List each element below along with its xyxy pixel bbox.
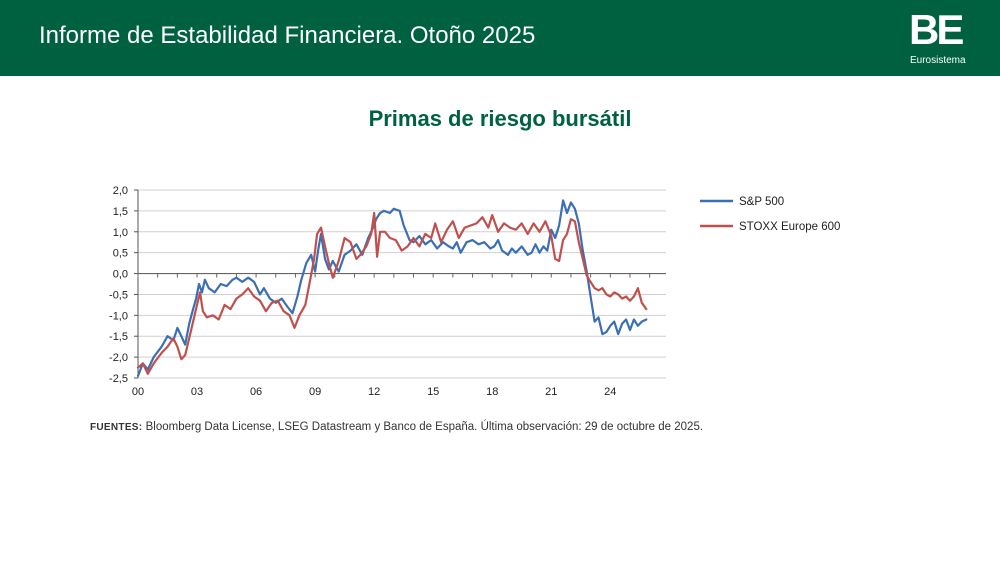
y-tick-label: 1,5 <box>113 206 128 218</box>
x-tick-label: 15 <box>427 386 439 398</box>
legend-label: S&P 500 <box>739 196 784 208</box>
report-title: Informe de Estabilidad Financiera. Otoño… <box>39 22 536 49</box>
x-tick-label: 21 <box>545 386 557 398</box>
logo-subtitle: Eurosistema <box>910 55 966 66</box>
tick-labels: 2,0 1,5 1,0 0,5 0,0 -0,5 -1,0 -1,5 -2,0 -2,5 00 03 0… <box>109 185 616 398</box>
y-tick-label: 0,0 <box>113 269 128 281</box>
y-tick-label: 0,5 <box>113 248 128 260</box>
axes <box>134 189 666 379</box>
series-line-sp500 <box>136 199 648 377</box>
header-bar: Informe de Estabilidad Financiera. Otoño… <box>0 0 1000 76</box>
x-tick-label: 09 <box>309 386 321 398</box>
x-tick-label: 12 <box>368 386 380 398</box>
banco-de-espana-logo: BE Eurosistema <box>909 6 979 69</box>
x-tick-label: 06 <box>250 386 262 398</box>
legend: S&P 500 STOXX Europe 600 <box>700 196 840 233</box>
y-tick-label: -0,5 <box>109 289 128 301</box>
source-label: FUENTES: <box>90 422 143 433</box>
chart-title: Primas de riesgo bursátil <box>368 106 632 131</box>
x-tick-label: 24 <box>604 386 616 398</box>
x-tick-label: 03 <box>191 386 203 398</box>
series-lines <box>136 199 648 377</box>
x-tick-label: 00 <box>132 386 144 398</box>
logo-mark: BE <box>909 6 964 53</box>
y-tick-label: -2,0 <box>109 352 128 364</box>
grid-lines <box>138 189 666 379</box>
x-tick-label: 18 <box>486 386 498 398</box>
series-line-stoxx600 <box>136 211 648 375</box>
y-tick-label: -1,0 <box>109 310 128 322</box>
y-tick-label: -1,5 <box>109 331 128 343</box>
y-tick-label: -2,5 <box>109 373 128 385</box>
legend-label: STOXX Europe 600 <box>739 221 840 233</box>
y-tick-label: 1,0 <box>113 227 128 239</box>
source-note: FUENTES: Bloomberg Data License, LSEG Da… <box>90 421 703 433</box>
source-text: Bloomberg Data License, LSEG Datastream … <box>145 421 704 433</box>
y-tick-label: 2,0 <box>113 185 128 197</box>
